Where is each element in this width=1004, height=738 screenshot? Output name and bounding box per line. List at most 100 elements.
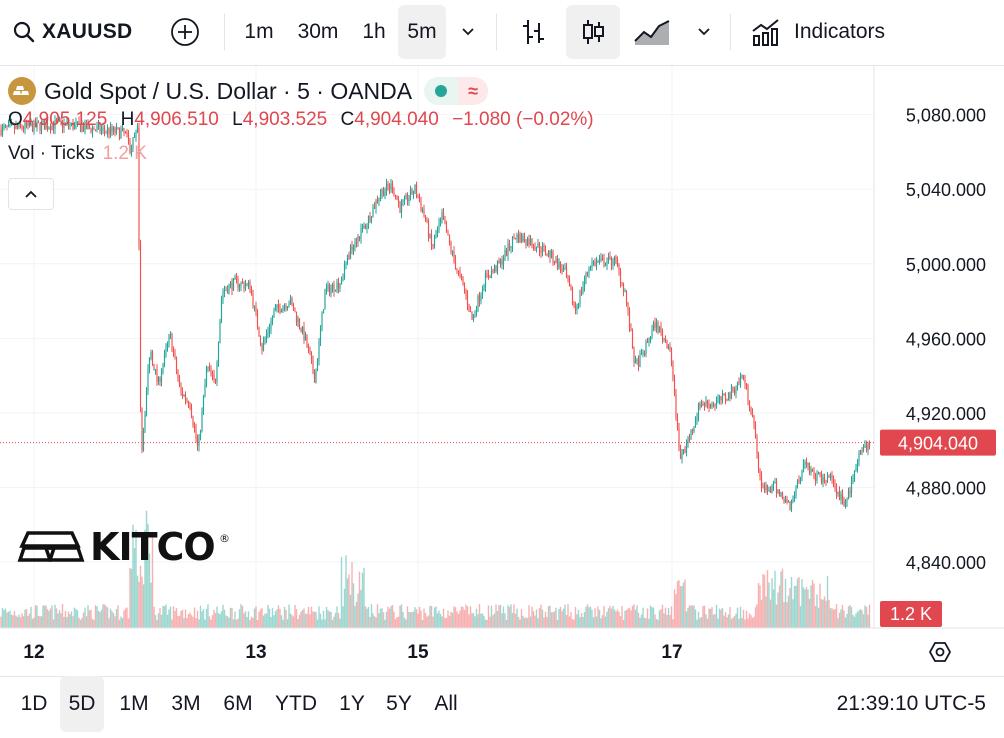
interval-1m[interactable]: 1m <box>236 5 282 59</box>
volume-bar <box>312 611 314 628</box>
y-tick-label: 5,040.000 <box>906 180 986 200</box>
candle-body <box>517 234 520 243</box>
volume-bar <box>339 618 341 628</box>
candle-body <box>765 485 767 490</box>
candle-body <box>309 349 311 355</box>
candle-body <box>33 120 35 132</box>
volume-bar <box>139 565 142 628</box>
candle-body <box>609 256 611 258</box>
volume-bar <box>705 614 707 628</box>
candle-body <box>762 487 764 489</box>
volume-bar <box>178 615 181 628</box>
volume-bar <box>796 578 799 628</box>
interval-30m[interactable]: 30m <box>288 5 348 59</box>
volume-bar <box>771 578 773 628</box>
volume-bar <box>781 568 784 628</box>
candle-body <box>580 291 583 293</box>
candle-body <box>133 136 136 138</box>
candle-body <box>349 245 352 259</box>
volume-bar <box>418 606 421 628</box>
volume-bar <box>666 615 668 628</box>
gear-outline <box>928 642 952 662</box>
candle-body <box>153 364 155 371</box>
volume-bar <box>27 615 29 628</box>
candle-body <box>627 302 629 311</box>
volume-bar <box>91 618 94 628</box>
volume-bar <box>654 614 656 628</box>
volume-bar <box>300 611 302 628</box>
collapse-legend-button[interactable] <box>8 178 54 210</box>
volume-bar <box>459 610 461 628</box>
candle-body <box>148 357 151 370</box>
range-5y[interactable]: 5Y <box>378 676 420 732</box>
range-6m[interactable]: 6M <box>216 676 260 732</box>
range-ytd[interactable]: YTD <box>268 676 324 732</box>
volume-bar <box>738 618 740 628</box>
volume-bar <box>640 614 643 628</box>
volume-bar <box>100 609 103 628</box>
market-status-badge[interactable]: ≈ <box>424 77 489 105</box>
range-1m[interactable]: 1M <box>112 676 156 732</box>
volume-bar <box>427 615 430 628</box>
candle-body <box>319 329 322 342</box>
compare-symbol-button[interactable] <box>162 5 208 59</box>
candle-body <box>36 121 38 127</box>
kitco-logo-mark <box>17 531 85 562</box>
area-style-button[interactable] <box>626 5 678 59</box>
volume-bar <box>520 609 523 628</box>
volume-bar <box>36 605 38 628</box>
volume-bar <box>82 612 85 628</box>
range-1d[interactable]: 1D <box>14 676 54 732</box>
volume-bar <box>667 607 670 628</box>
timezone-clock[interactable]: 21:39:10 UTC-5 <box>837 676 986 732</box>
price-chart[interactable]: 5,080.000 5,040.000 5,000.000 4,960.000 4,92… <box>0 66 1004 668</box>
candle-body <box>712 404 715 406</box>
candle-body <box>867 443 869 451</box>
range-1y[interactable]: 1Y <box>332 676 372 732</box>
candle-body <box>345 263 347 265</box>
candle-body <box>820 475 823 483</box>
candle-body <box>747 385 749 401</box>
volume-bar <box>408 612 410 628</box>
chart-legend-title[interactable]: Gold Spot / U.S. Dollar · 5 · OANDA ≈ <box>8 76 489 106</box>
volume-bar <box>361 572 364 628</box>
volume-bar <box>391 604 394 628</box>
indicators-button[interactable]: Indicators <box>744 5 910 59</box>
candle-body <box>165 347 167 354</box>
volume-bar <box>558 608 560 628</box>
volume-bar <box>411 612 413 628</box>
volume-bar <box>483 615 485 628</box>
candle-body <box>811 469 814 472</box>
candles-style-button[interactable] <box>566 5 620 59</box>
delayed-data-icon: ≈ <box>458 77 489 105</box>
symbol-search[interactable]: XAUUSD <box>6 5 136 59</box>
candle-body <box>591 262 593 268</box>
interval-1h[interactable]: 1h <box>354 5 394 59</box>
interval-dropdown[interactable] <box>450 5 486 59</box>
range-5d[interactable]: 5D <box>60 676 104 732</box>
range-all[interactable]: All <box>426 676 466 732</box>
chart-type-dropdown[interactable] <box>686 5 722 59</box>
candle-body <box>756 437 758 454</box>
volume-bar <box>648 618 650 628</box>
candle-body <box>703 405 706 407</box>
candle-body <box>156 369 158 382</box>
bar-style-button[interactable] <box>510 5 556 59</box>
volume-legend[interactable]: Vol · Ticks 1.2 K <box>8 143 147 165</box>
volume-bar <box>522 615 524 628</box>
candle-body <box>417 196 419 198</box>
volume-bar <box>268 608 271 628</box>
range-3m[interactable]: 3M <box>164 676 208 732</box>
volume-bar <box>438 610 440 628</box>
volume-bar <box>156 619 158 628</box>
kitco-watermark: KITCO ® <box>17 525 230 569</box>
volume-bar <box>783 602 785 628</box>
volume-bar <box>183 618 185 628</box>
candle-body <box>300 327 302 332</box>
interval-5m[interactable]: 5m <box>398 5 446 59</box>
volume-bar <box>820 599 823 628</box>
candle-body <box>438 223 440 230</box>
volume-bar <box>621 605 623 628</box>
volume-bar <box>136 575 139 628</box>
candle-body <box>58 119 61 121</box>
